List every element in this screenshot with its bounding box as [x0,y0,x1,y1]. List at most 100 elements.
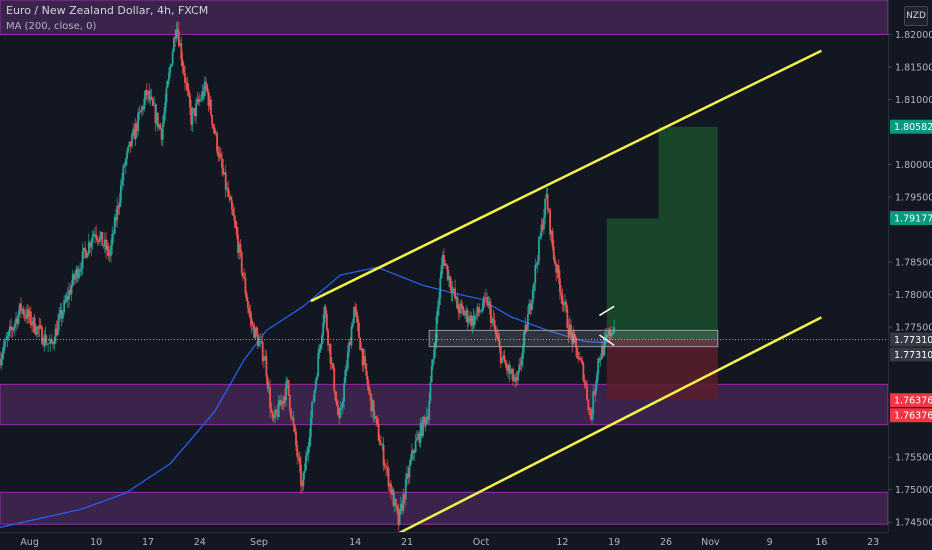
candle-body [110,245,112,256]
candle-body [272,418,275,419]
candle-body [492,318,495,321]
candle-body [53,343,56,345]
candle-body [512,369,514,382]
candle-body [145,90,148,95]
candle-body [70,285,73,294]
channel-lower-line [391,316,822,538]
candle-body [10,326,12,330]
candle-body [243,276,246,278]
candles-layer [0,20,616,531]
candle-body [207,91,210,106]
price-badge-label: 1.77310 [894,335,932,346]
candle-body [7,331,10,337]
candle-body [499,346,502,363]
candle-body [408,464,411,478]
x-tick-label: 26 [660,537,672,548]
candle-body [523,332,526,347]
candle-body [208,99,211,106]
candle-body [43,334,46,346]
candle-body [164,102,167,114]
candle-body [187,89,190,95]
candle-body [607,334,609,336]
price-badge [890,332,932,347]
candle-body [413,452,416,454]
candle-body [489,306,492,324]
candle-body [565,301,567,309]
candle-body [306,452,308,457]
candle-body [375,416,378,419]
candle-body [351,323,354,327]
candle-body [298,457,301,465]
candle-body [198,99,201,102]
candle-body [293,425,296,432]
candle-body [234,220,237,227]
candle-body [543,217,545,230]
candle-body [196,99,199,103]
candle-body [589,409,592,420]
price-badge-label: 1.77310 [894,350,932,361]
candle-body [481,308,484,312]
candle-body [37,326,40,329]
candle-body [116,206,119,221]
candle-body [328,344,331,346]
candle-body [170,64,173,67]
price-axis[interactable]: 1.82000 1.81500 1.81000 1.80000 1.79500 1.785… [888,0,932,550]
candle-body [119,185,122,202]
candle-body [422,416,424,436]
candle-body [304,456,307,471]
candle-body [228,196,231,198]
candle-body [501,358,503,363]
candle-body [314,380,317,391]
price-axis-background [888,0,932,550]
candle-body [1,353,4,359]
candle-body [507,365,510,371]
time-axis[interactable]: Aug 10 17 24 Sep 14 21 Oct 12 19 26 Nov 9 16 23 [0,532,932,550]
candle-body [132,129,135,134]
candle-body [411,450,413,460]
candle-body [295,431,297,446]
candle-body [340,407,343,408]
x-tick-label: 21 [401,537,413,548]
candle-body [334,391,337,401]
candle-body [434,341,437,350]
candle-body [348,342,350,353]
candle-body [214,132,217,134]
candle-body [346,352,349,369]
candle-body [445,263,448,266]
currency-badge[interactable]: NZD [904,6,928,26]
candle-body [397,510,400,525]
candle-body [483,297,486,299]
candle-body [480,311,482,313]
candle-body [239,244,242,253]
candle-body [424,419,427,424]
channel-upper-line [310,49,822,303]
candle-body [428,400,431,420]
candle-body [68,290,70,300]
candle-body [432,359,434,367]
price-badge [890,408,932,423]
candle-body [544,198,547,218]
candle-body [604,337,607,340]
candle-body [96,237,99,241]
candle-body [95,234,98,238]
candle-body [395,498,397,506]
candle-body [546,194,549,210]
candle-body [554,259,556,265]
candle-body [406,473,408,480]
candle-body [449,276,452,287]
candle-body [36,326,38,335]
candle-body [465,310,468,315]
candle-body [245,293,248,301]
candle-body [277,400,280,418]
candle-body [332,363,334,369]
candle-body [192,108,195,111]
candle-body [430,366,433,383]
candle-body [186,83,189,90]
candle-body [450,286,453,294]
candle-body [319,344,322,350]
candle-body [118,201,121,208]
candle-body [588,409,591,410]
price-badge-label: 1.76376 [894,411,932,422]
candle-body [4,339,6,348]
